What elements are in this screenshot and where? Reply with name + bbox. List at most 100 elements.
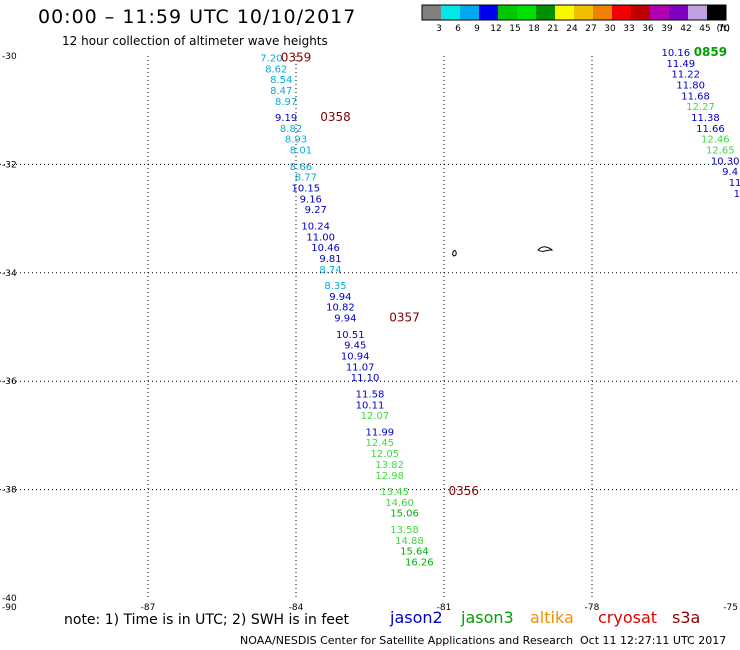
wave-height-value: 14.60	[385, 498, 414, 509]
wave-height-value: 8.62	[265, 64, 287, 75]
wave-height-value: 10.30	[711, 156, 740, 167]
footer-timestamp: Oct 11 12:27:11 UTC 2017	[580, 634, 727, 647]
island-outline	[452, 250, 457, 257]
wave-height-value: 11.38	[691, 113, 720, 124]
legend-jason2: jason2	[390, 608, 443, 627]
wave-height-value: 11.66	[696, 124, 725, 135]
wave-height-value: 12.27	[686, 102, 715, 113]
map-subtitle: 12 hour collection of altimeter wave hei…	[62, 34, 328, 48]
colorbar-label: 18	[528, 24, 540, 34]
colorbar-swatch	[498, 5, 517, 20]
colorbar-swatch	[669, 5, 688, 20]
colorbar-swatch	[517, 5, 536, 20]
latitude-label: -32	[2, 160, 17, 170]
wave-height-value: 11.07	[346, 362, 375, 373]
legend-jason3: jason3	[461, 608, 514, 627]
pass-time-label: 0358	[320, 110, 351, 124]
latitude-label: -34	[2, 269, 17, 279]
longitude-label: -78	[585, 603, 600, 613]
wave-height-value: 9.27	[305, 205, 327, 216]
wave-height-value: 11	[729, 178, 740, 189]
wave-height-value: 12.45	[366, 438, 395, 449]
latitude-label: -40	[2, 594, 17, 604]
colorbar-swatch	[536, 5, 555, 20]
colorbar-swatch	[479, 5, 498, 20]
island-outlines	[452, 246, 554, 257]
wave-height-value: 12.05	[370, 449, 399, 460]
colorbar-swatch	[593, 5, 612, 20]
wave-height-value: 8.74	[319, 265, 341, 276]
colorbar-label: 45	[699, 24, 710, 34]
colorbar-swatch	[707, 5, 726, 20]
wave-height-value: 11.68	[681, 91, 710, 102]
wave-height-value: 8.35	[324, 281, 346, 292]
footer-credit: NOAA/NESDIS Center for Satellite Applica…	[240, 634, 574, 647]
axis-labels: -90 -87 -84 -81 -78 -75 -30 -32 -34 -36 -38 -40	[2, 52, 738, 613]
pass-time-label: 0356	[448, 484, 479, 498]
pass-time-labels: 035903580357035608590	[281, 45, 727, 498]
colorbar-label: 42	[680, 24, 691, 34]
wave-height-value: 10.24	[301, 221, 330, 232]
wave-height-value: 11.99	[366, 427, 395, 438]
colorbar-swatch	[688, 5, 707, 20]
wave-height-value: 10.82	[326, 303, 355, 314]
wave-height-value: 12.98	[375, 471, 404, 482]
colorbar-frame	[421, 4, 727, 21]
colorbar-label: 9	[474, 24, 480, 34]
colorbar-swatch	[555, 5, 574, 20]
wave-height-value: 11.22	[671, 70, 700, 81]
colorbar-label: 21	[547, 24, 558, 34]
wave-height-value: 9.19	[275, 113, 297, 124]
wave-height-value: 13.58	[390, 525, 419, 536]
colorbar-label: 39	[661, 24, 673, 34]
wave-height-value: 8.93	[285, 135, 307, 146]
legend-cryosat: cryosat	[598, 608, 658, 627]
colorbar-swatch	[612, 5, 631, 20]
island-outline	[537, 246, 554, 252]
wave-height-value: 11.80	[676, 81, 705, 92]
colorbar-label: 12	[490, 24, 501, 34]
colorbar-label: 36	[642, 24, 654, 34]
wave-height-value: 13.82	[375, 460, 404, 471]
units-note: note: 1) Time is in UTC; 2) SWH is in fe…	[64, 612, 350, 628]
colorbar-swatch	[422, 5, 441, 20]
wave-height-value: 10	[734, 189, 740, 200]
wave-height-value: 15.64	[400, 547, 429, 558]
wave-height-value: 10.15	[292, 184, 321, 195]
wave-height-value: 8.01	[290, 146, 312, 157]
wave-height-value: 9.81	[319, 254, 341, 265]
wave-height-value: 8.54	[270, 75, 292, 86]
wave-height-value: 12.46	[701, 135, 730, 146]
wave-height-value: 8.47	[270, 86, 292, 97]
longitude-label: -90	[2, 603, 17, 613]
wave-height-value: 13.45	[380, 487, 409, 498]
wave-height-value: 10.46	[311, 243, 340, 254]
wave-height-value: 10.51	[336, 330, 365, 341]
colorbar-label: 15	[509, 24, 520, 34]
longitude-label: -75	[723, 603, 738, 613]
colorbar-label: 30	[604, 24, 616, 34]
map-grid	[0, 56, 740, 598]
wave-height-value: 11.00	[306, 232, 335, 243]
wave-height-value: 12.07	[361, 411, 390, 422]
colorbar-label: 6	[455, 24, 461, 34]
wave-height-value: 11.58	[356, 389, 385, 400]
wave-height-value: 10.11	[356, 400, 385, 411]
wave-height-value: 9.16	[300, 194, 322, 205]
colorbar-swatch	[441, 5, 460, 20]
colorbar-label: 24	[566, 24, 578, 34]
wave-height-values: 7.208.628.548.478.97 9.198.828.938.01 8.66…	[260, 48, 740, 568]
wave-height-value: 14.88	[395, 536, 424, 547]
latitude-label: -38	[2, 486, 17, 496]
wave-height-value: 9.4	[722, 167, 738, 178]
colorbar-swatch	[574, 5, 593, 20]
wave-height-value: 10.94	[341, 352, 370, 363]
wave-height-value: 10.16	[662, 48, 691, 59]
colorbar-label: 27	[585, 24, 596, 34]
wave-height-value: 9.94	[329, 292, 351, 303]
wave-height-value: 16.26	[405, 557, 434, 568]
wave-height-value: 8.77	[295, 173, 317, 184]
wave-height-value: 11.49	[666, 59, 695, 70]
legend-altika: altika	[530, 608, 574, 627]
latitude-label: -30	[2, 52, 17, 62]
